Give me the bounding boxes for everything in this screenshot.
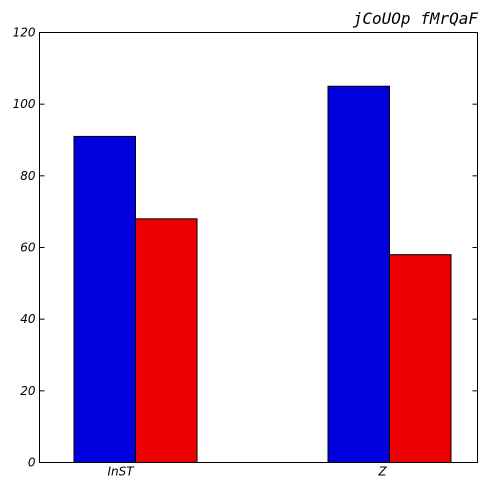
x-axis: InST Z xyxy=(107,457,390,479)
x-category-label: Z xyxy=(377,465,387,479)
plot-frame xyxy=(39,32,478,463)
y-tick-label: 20 xyxy=(20,384,36,398)
bar-Z-series-1 xyxy=(327,85,390,463)
y-tick-label: 80 xyxy=(20,169,36,183)
bar-InST-series-2 xyxy=(135,218,198,463)
y-tick-label: 120 xyxy=(13,26,36,40)
bar-Z-series-2 xyxy=(389,254,452,463)
y-axis: 0 20 40 60 80 100 120 xyxy=(13,26,478,470)
chart-title: jCoUOp fMrQaF xyxy=(353,9,479,28)
y-tick-label: 0 xyxy=(28,456,36,470)
y-tick-label: 40 xyxy=(20,312,36,326)
y-tick-label: 100 xyxy=(13,97,36,111)
bars-group xyxy=(73,85,452,464)
y-tick-label: 60 xyxy=(20,241,36,255)
bar-InST-series-1 xyxy=(73,135,136,464)
x-category-label: InST xyxy=(107,465,135,479)
